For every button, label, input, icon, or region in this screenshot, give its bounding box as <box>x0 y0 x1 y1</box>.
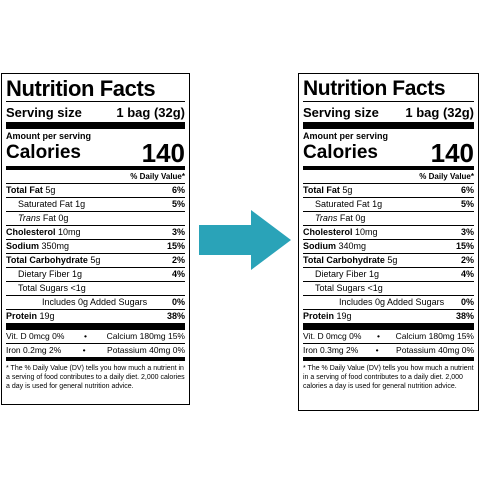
nutrient-row-added-sugars: Includes 0g Added Sugars 0% <box>6 295 185 309</box>
nutrient-row-trans-fat: Trans Fat 0g <box>303 211 474 225</box>
calories-label: Calories <box>303 142 378 163</box>
serving-size-row: Serving size 1 bag (32g) <box>6 104 185 122</box>
footnote: * The % Daily Value (DV) tells you how m… <box>303 365 474 390</box>
calories-value: 140 <box>430 138 474 168</box>
nutrient-row-protein: Protein 19g 38% <box>6 309 185 321</box>
nutrient-row-total-carbohydrate: Total Carbohydrate 5g 2% <box>303 253 474 265</box>
nutrient-row-cholesterol: Cholesterol 10mg 3% <box>303 225 474 237</box>
vitamin-row: Vit. D 0mcg 0% • Calcium 180mg 15% <box>6 331 185 341</box>
nutrient-row-sodium: Sodium 340mg 15% <box>303 239 474 251</box>
nutrient-row-added-sugars: Includes 0g Added Sugars 0% <box>303 295 474 309</box>
label-title: Nutrition Facts <box>303 77 446 100</box>
calories-row: Calories 140 <box>303 138 474 168</box>
nutrient-row-protein: Protein 19g 38% <box>303 309 474 321</box>
nutrition-label-original: Nutrition Facts Serving size 1 bag (32g)… <box>1 73 190 405</box>
vitamin-row: Iron 0.2mg 2% • Potassium 40mg 0% <box>6 345 185 355</box>
nutrient-row-total-sugars: Total Sugars <1g <box>6 281 185 295</box>
nutrient-row-dietary-fiber: Dietary Fiber 1g 4% <box>303 267 474 281</box>
nutrient-row-sodium: Sodium 350mg 15% <box>6 239 185 251</box>
serving-size-label: Serving size <box>6 105 82 120</box>
calories-value: 140 <box>141 138 185 168</box>
calories-label: Calories <box>6 142 81 163</box>
calories-row: Calories 140 <box>6 138 185 168</box>
right-arrow-icon <box>199 210 291 270</box>
daily-value-header: % Daily Value* <box>419 172 474 181</box>
footnote: * The % Daily Value (DV) tells you how m… <box>6 365 185 390</box>
vitamin-row: Vit. D 0mcg 0% • Calcium 180mg 15% <box>303 331 474 341</box>
nutrient-row-saturated-fat: Saturated Fat 1g 5% <box>303 197 474 211</box>
vitamin-row: Iron 0.3mg 2% • Potassium 40mg 0% <box>303 345 474 355</box>
serving-size-row: Serving size 1 bag (32g) <box>303 104 474 122</box>
nutrient-row-trans-fat: Trans Fat 0g <box>6 211 185 225</box>
amount-per-serving: Amount per serving <box>6 131 92 141</box>
nutrient-row-saturated-fat: Saturated Fat 1g 5% <box>6 197 185 211</box>
amount-per-serving: Amount per serving <box>303 131 389 141</box>
serving-size-label: Serving size <box>303 105 379 120</box>
nutrient-row-dietary-fiber: Dietary Fiber 1g 4% <box>6 267 185 281</box>
serving-size-value: 1 bag (32g) <box>116 105 185 120</box>
serving-size-value: 1 bag (32g) <box>405 105 474 120</box>
nutrient-row-total-fat: Total Fat 5g 6% <box>303 183 474 195</box>
daily-value-header: % Daily Value* <box>130 172 185 181</box>
nutrition-label-updated: Nutrition Facts Serving size 1 bag (32g)… <box>298 73 479 411</box>
nutrient-row-total-fat: Total Fat 5g 6% <box>6 183 185 195</box>
nutrient-row-total-carbohydrate: Total Carbohydrate 5g 2% <box>6 253 185 265</box>
nutrient-row-cholesterol: Cholesterol 10mg 3% <box>6 225 185 237</box>
nutrient-row-total-sugars: Total Sugars <1g <box>303 281 474 295</box>
label-title: Nutrition Facts <box>6 76 156 101</box>
